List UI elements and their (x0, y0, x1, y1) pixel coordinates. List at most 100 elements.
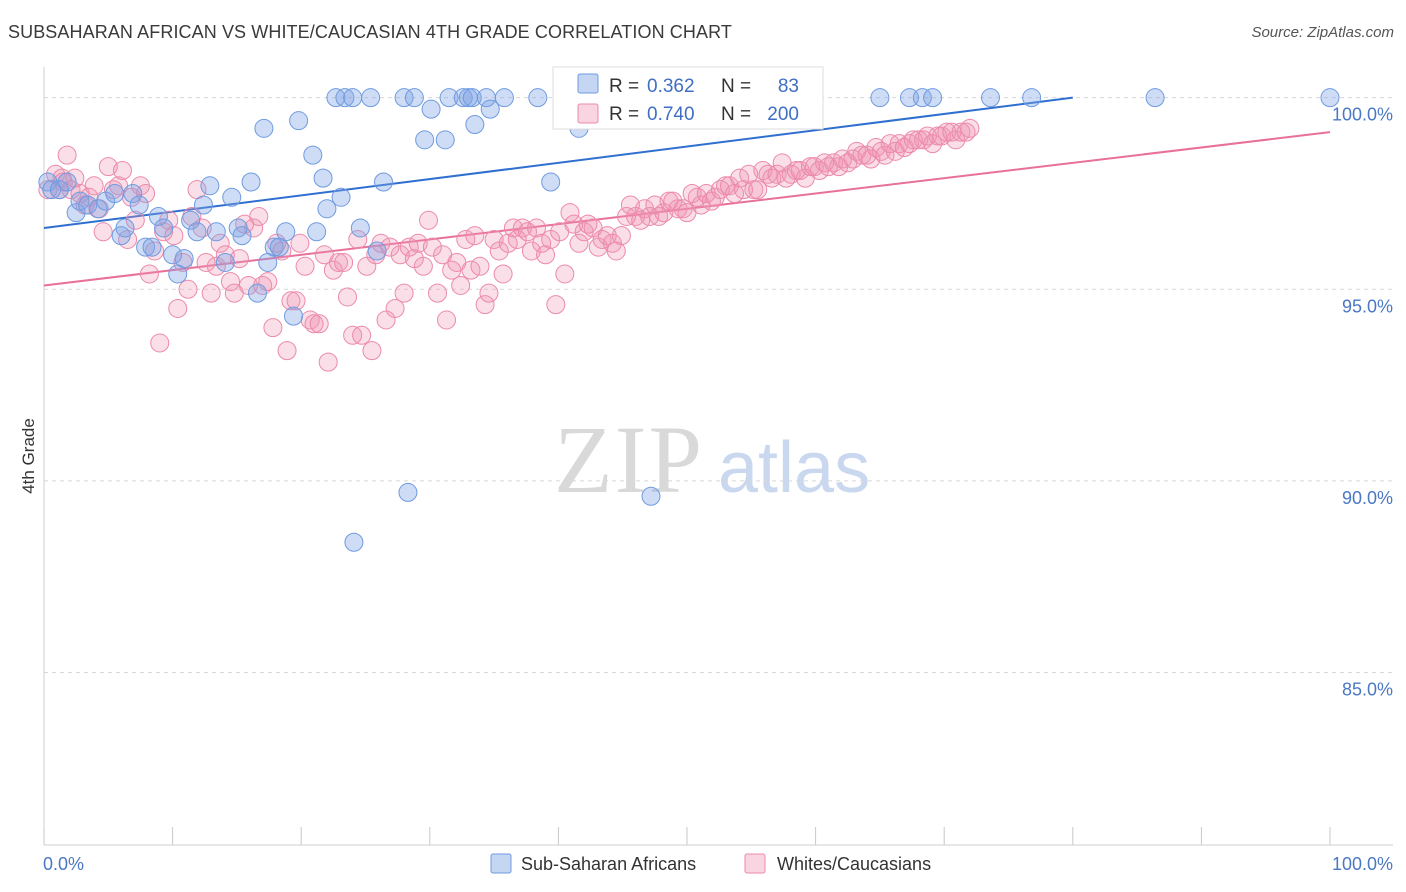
data-point-sub-saharan-africans (421, 99, 441, 119)
data-point-whites-caucasians (112, 160, 132, 180)
data-point-whites-caucasians (437, 310, 457, 330)
data-point-whites-caucasians (932, 126, 952, 146)
data-point-whites-caucasians (318, 352, 338, 372)
data-point-sub-saharan-africans (367, 241, 387, 261)
data-point-sub-saharan-africans (1022, 88, 1042, 108)
data-point-sub-saharan-africans (350, 218, 370, 238)
x-tick-label-min: 0.0% (43, 854, 84, 874)
data-point-sub-saharan-africans (254, 118, 274, 138)
data-point-whites-caucasians (57, 145, 77, 165)
data-point-whites-caucasians (150, 333, 170, 353)
data-point-sub-saharan-africans (247, 283, 267, 303)
data-point-whites-caucasians (422, 237, 442, 257)
data-point-whites-caucasians (93, 222, 113, 242)
data-point-sub-saharan-africans (404, 88, 424, 108)
data-point-sub-saharan-africans (415, 130, 435, 150)
data-point-sub-saharan-africans (335, 88, 355, 108)
data-point-sub-saharan-africans (439, 88, 459, 108)
bottom-legend-label-pink: Whites/Caucasians (777, 854, 931, 874)
data-point-sub-saharan-africans (344, 532, 364, 552)
data-point-whites-caucasians (592, 229, 612, 249)
data-point-sub-saharan-africans (462, 88, 482, 108)
data-point-whites-caucasians (263, 318, 283, 338)
data-point-sub-saharan-africans (241, 172, 261, 192)
data-point-whites-caucasians (192, 218, 212, 238)
data-point-sub-saharan-africans (541, 172, 561, 192)
data-point-sub-saharan-africans (49, 180, 69, 200)
data-point-sub-saharan-africans (494, 88, 514, 108)
data-point-sub-saharan-africans (264, 237, 284, 257)
data-point-sub-saharan-africans (480, 99, 500, 119)
data-point-sub-saharan-africans (980, 88, 1000, 108)
data-point-whites-caucasians (164, 226, 184, 246)
legend-n-value-pink: 200 (767, 104, 799, 125)
data-point-sub-saharan-africans (912, 88, 932, 108)
watermark-zip: ZIP (554, 406, 704, 513)
legend-n-value-blue: 83 (778, 76, 799, 97)
y-tick-label: 100.0% (1332, 105, 1393, 125)
data-point-sub-saharan-africans (66, 203, 86, 223)
data-point-whites-caucasians (578, 214, 598, 234)
correlation-legend: R = 0.362 N = 83 R = 0.740 N = 200 (552, 66, 824, 130)
data-point-whites-caucasians (465, 226, 485, 246)
data-point-whites-caucasians (748, 180, 768, 200)
data-point-whites-caucasians (960, 118, 980, 138)
data-point-whites-caucasians (337, 287, 357, 307)
y-tick-label: 95.0% (1342, 296, 1393, 316)
data-point-sub-saharan-africans (222, 187, 242, 207)
data-point-sub-saharan-africans (115, 218, 135, 238)
data-point-whites-caucasians (451, 275, 471, 295)
data-point-sub-saharan-africans (200, 176, 220, 196)
data-point-sub-saharan-africans (343, 88, 363, 108)
data-point-whites-caucasians (475, 295, 495, 315)
data-point-whites-caucasians (348, 229, 368, 249)
axes (43, 67, 1393, 846)
data-point-sub-saharan-africans (435, 130, 455, 150)
data-point-whites-caucasians (281, 291, 301, 311)
data-point-sub-saharan-africans (283, 306, 303, 326)
data-point-sub-saharan-africans (78, 195, 98, 215)
data-point-sub-saharan-africans (193, 195, 213, 215)
data-point-sub-saharan-africans (361, 88, 381, 108)
legend-r-label-pink: R = (609, 104, 639, 125)
data-point-whites-caucasians (215, 245, 235, 265)
data-point-whites-caucasians (249, 206, 269, 226)
data-point-whites-caucasians (98, 157, 118, 177)
data-point-whites-caucasians (889, 134, 909, 154)
data-point-sub-saharan-africans (313, 168, 333, 188)
data-point-whites-caucasians (564, 214, 584, 234)
data-point-whites-caucasians (470, 256, 490, 276)
data-point-whites-caucasians (196, 252, 216, 272)
legend-n-label-blue: N = (721, 76, 751, 97)
data-point-whites-caucasians (229, 249, 249, 269)
data-point-whites-caucasians (875, 145, 895, 165)
data-point-whites-caucasians (493, 264, 513, 284)
data-point-sub-saharan-africans (289, 111, 309, 131)
data-point-sub-saharan-africans (465, 114, 485, 134)
data-point-sub-saharan-africans (57, 172, 77, 192)
data-point-sub-saharan-africans (163, 245, 183, 265)
data-point-sub-saharan-africans (148, 206, 168, 226)
data-point-whites-caucasians (295, 256, 315, 276)
data-point-whites-caucasians (527, 218, 547, 238)
data-point-whites-caucasians (178, 279, 198, 299)
data-point-whites-caucasians (903, 130, 923, 150)
bottom-legend-swatch-pink (744, 853, 766, 874)
data-point-whites-caucasians (168, 298, 188, 318)
data-point-whites-caucasians (210, 233, 230, 253)
data-point-sub-saharan-africans (276, 222, 296, 242)
series-legend: Sub-Saharan Africans Whites/Caucasians (490, 853, 931, 874)
data-point-whites-caucasians (277, 341, 297, 361)
data-point-whites-caucasians (362, 341, 382, 361)
data-point-sub-saharan-africans (88, 199, 108, 219)
legend-swatch-pink (577, 103, 599, 124)
data-point-whites-caucasians (428, 283, 448, 303)
data-point-whites-caucasians (84, 176, 104, 196)
y-tick-label: 90.0% (1342, 488, 1393, 508)
data-point-whites-caucasians (201, 283, 221, 303)
data-point-whites-caucasians (861, 149, 881, 169)
data-point-whites-caucasians (484, 229, 504, 249)
data-point-sub-saharan-africans (181, 210, 201, 230)
trend-line-sub-saharan-africans (43, 96, 1073, 229)
